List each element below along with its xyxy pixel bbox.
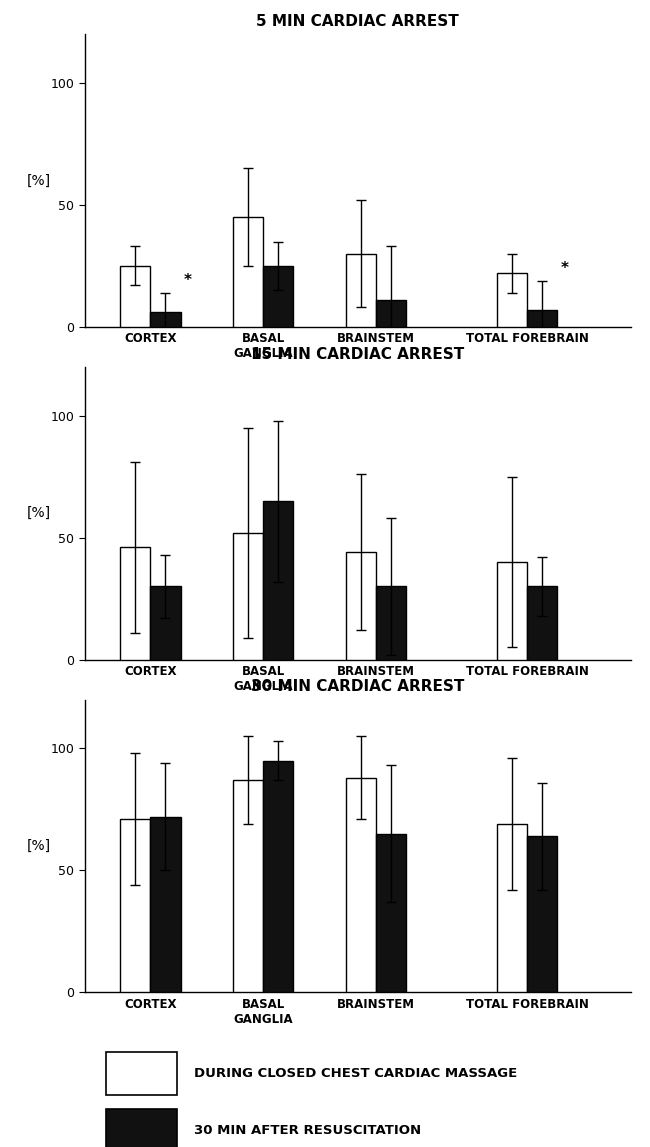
- Bar: [150, 817, 181, 992]
- Text: 30 MIN AFTER RESUSCITATION: 30 MIN AFTER RESUSCITATION: [194, 1124, 421, 1138]
- Y-axis label: [%]: [%]: [27, 838, 51, 853]
- Bar: [107, 1052, 177, 1095]
- Bar: [376, 301, 406, 327]
- Bar: [263, 760, 294, 992]
- Bar: [150, 312, 181, 327]
- Bar: [346, 778, 376, 992]
- Bar: [527, 586, 557, 660]
- Text: *: *: [184, 273, 192, 288]
- Title: 30 MIN CARDIAC ARREST: 30 MIN CARDIAC ARREST: [251, 679, 464, 694]
- Bar: [120, 547, 150, 660]
- Bar: [263, 501, 294, 660]
- Bar: [233, 780, 263, 992]
- Text: DURING CLOSED CHEST CARDIAC MASSAGE: DURING CLOSED CHEST CARDIAC MASSAGE: [194, 1067, 517, 1080]
- Text: *: *: [560, 260, 569, 275]
- Bar: [346, 253, 376, 327]
- Bar: [497, 562, 527, 660]
- Bar: [150, 586, 181, 660]
- Bar: [233, 532, 263, 660]
- Bar: [233, 217, 263, 327]
- Bar: [107, 1109, 177, 1147]
- Title: 5 MIN CARDIAC ARREST: 5 MIN CARDIAC ARREST: [256, 14, 459, 29]
- Bar: [263, 266, 294, 327]
- Bar: [346, 553, 376, 660]
- Bar: [497, 273, 527, 327]
- Y-axis label: [%]: [%]: [27, 506, 51, 521]
- Bar: [376, 586, 406, 660]
- Bar: [120, 819, 150, 992]
- Bar: [527, 310, 557, 327]
- Y-axis label: [%]: [%]: [27, 173, 51, 188]
- Bar: [376, 834, 406, 992]
- Bar: [120, 266, 150, 327]
- Bar: [527, 836, 557, 992]
- Bar: [497, 824, 527, 992]
- Title: 15 MIN CARDIAC ARREST: 15 MIN CARDIAC ARREST: [251, 346, 464, 361]
